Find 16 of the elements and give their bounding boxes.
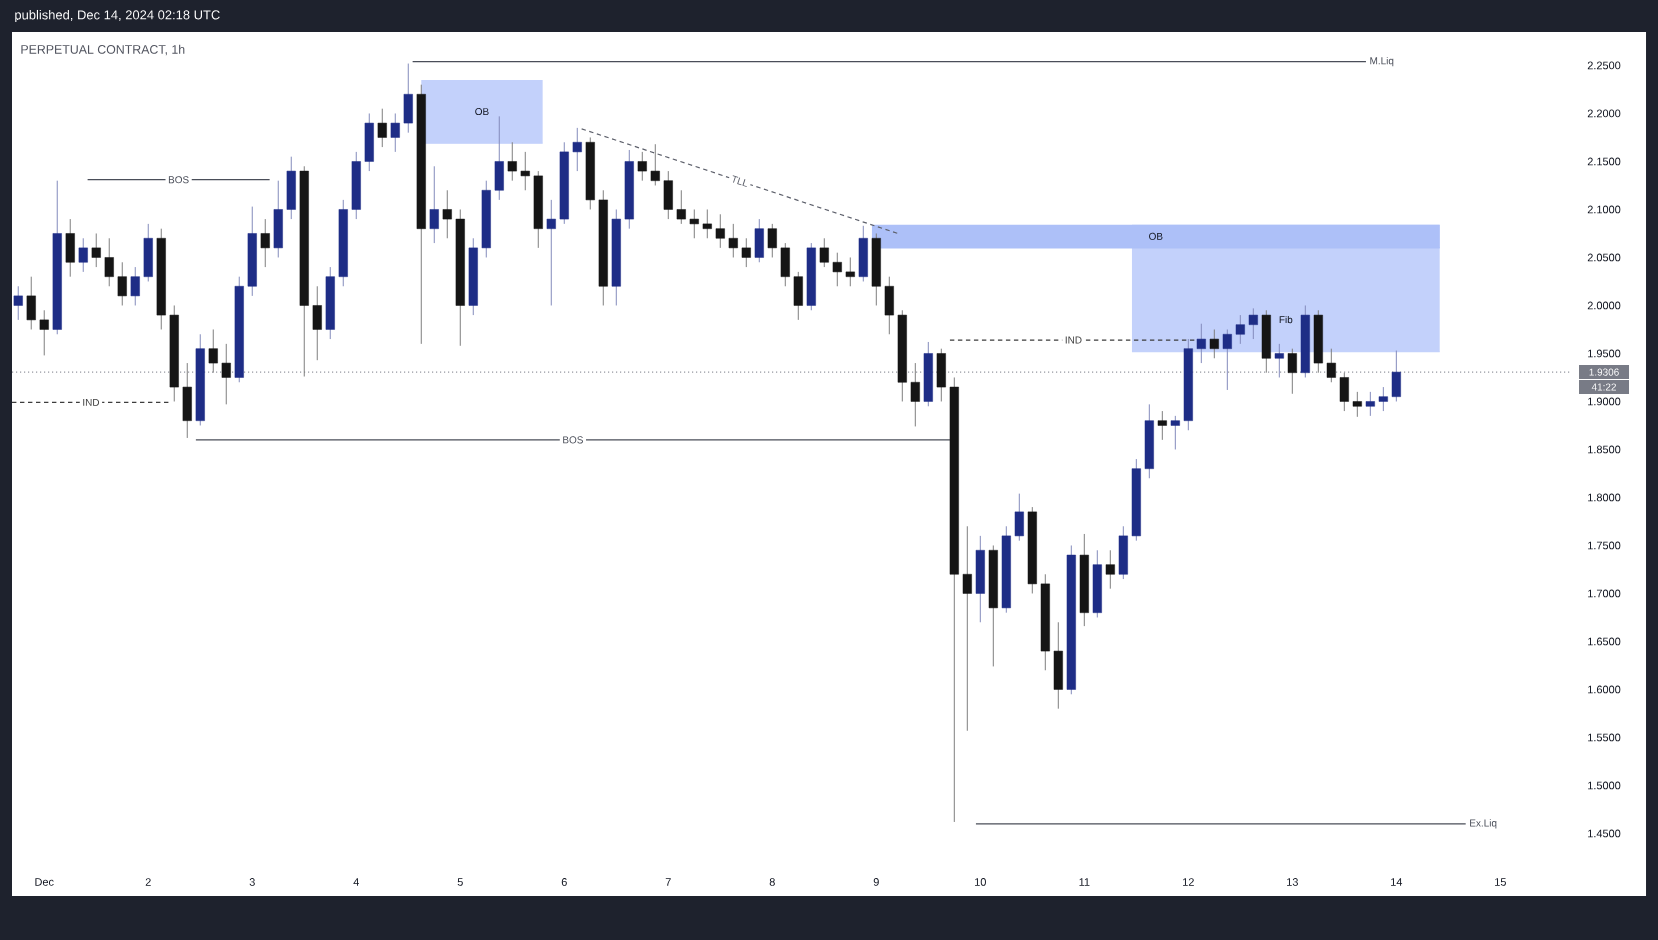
candlestick [923,341,933,407]
candlestick [1261,309,1271,374]
candlestick [754,218,764,263]
candlestick [1105,549,1115,590]
candlestick [260,218,270,268]
candlestick [975,535,985,623]
candlestick [78,237,88,273]
candlestick [1209,328,1219,359]
candlestick [1274,343,1284,378]
candlestick [858,225,868,282]
candlestick [65,218,75,278]
candlestick [1092,549,1102,618]
candlestick [429,165,439,244]
candlestick [377,108,387,148]
candlestick [13,285,23,321]
candlestick [1157,410,1167,441]
